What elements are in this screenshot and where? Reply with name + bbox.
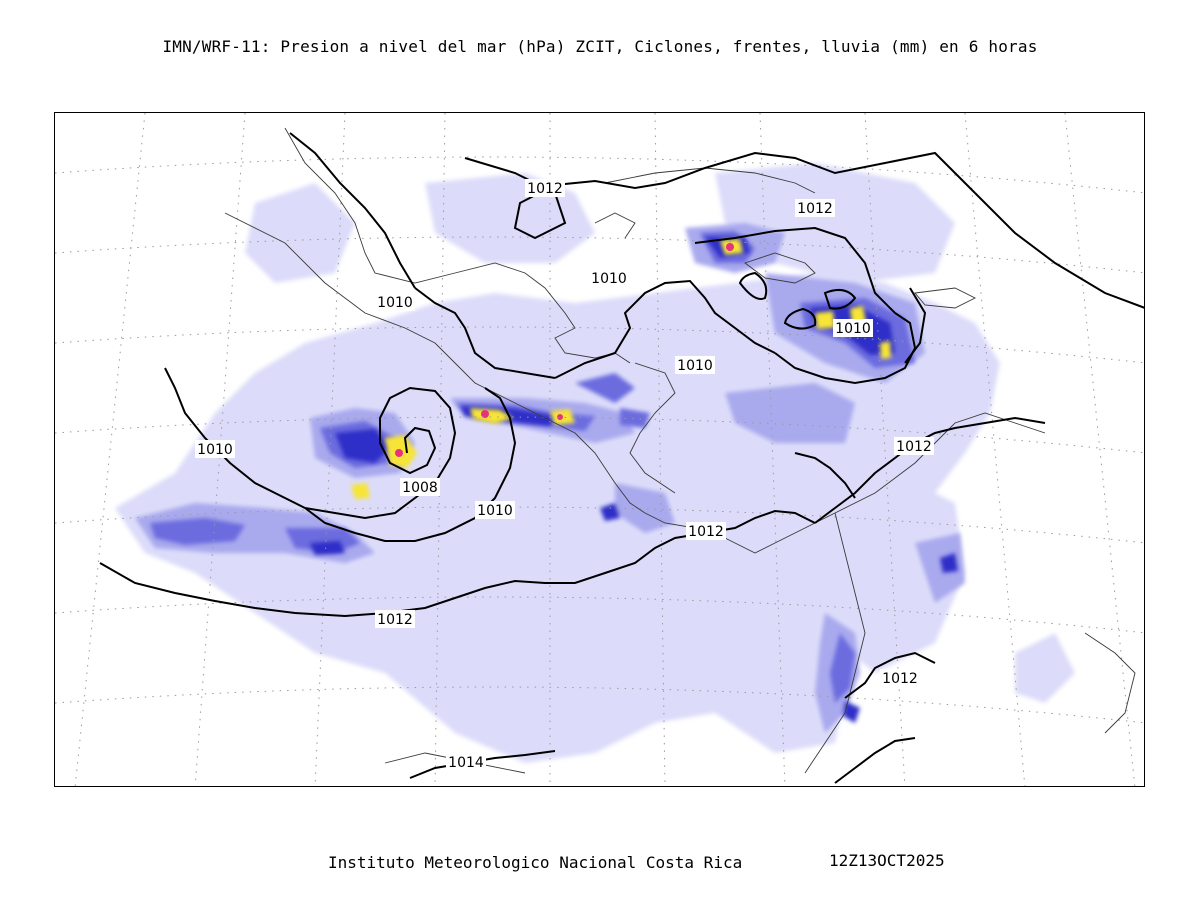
- rain-light-field: [115, 163, 1075, 763]
- isobar-label-1012-southeast: 1012: [882, 671, 918, 687]
- isobar-small-loop: [738, 271, 768, 300]
- map-frame: 1012 1012 1010 1010 1010 1010 1010 1008 …: [54, 112, 1145, 787]
- isobar-1010-east-loop: [694, 226, 917, 385]
- isobar-1008-low: [304, 386, 457, 520]
- forecast-map: 1012 1012 1010 1010 1010 1010 1010 1008 …: [55, 113, 1144, 786]
- timestamp-label: 12Z13OCT2025: [829, 851, 945, 870]
- isobar-label-1010-gulf: 1010: [591, 271, 627, 287]
- isobar-label-1012-south: 1012: [377, 612, 413, 628]
- isobar-label-1012-east: 1012: [896, 439, 932, 455]
- isobar-label-1010-south: 1010: [477, 503, 513, 519]
- isobar-label-1010-west: 1010: [197, 442, 233, 458]
- isobar-label-1008-low: 1008: [402, 480, 438, 496]
- isobar-1012-south: [99, 509, 816, 618]
- isobar-1012-southeast: [844, 651, 936, 699]
- isobar-1010-pacific-north: [414, 287, 556, 379]
- map-title: IMN/WRF-11: Presion a nivel del mar (hPa…: [162, 37, 1038, 56]
- isobar-small-loop-2: [783, 307, 817, 330]
- isobar-label-1010-pacific-north: 1010: [377, 295, 413, 311]
- isobar-label-1012-northeast: 1012: [797, 201, 833, 217]
- isobar-1012-northeast: [974, 192, 1144, 309]
- isobar-1012-gulf-coast: [289, 132, 416, 289]
- isobar-bottom-right: [834, 737, 916, 784]
- isobar-labels: 1012 1012 1010 1010 1010 1010 1010 1008 …: [195, 179, 934, 771]
- isobar-label-1012-panama: 1012: [688, 524, 724, 540]
- institution-label: Instituto Meteorologico Nacional Costa R…: [328, 853, 743, 872]
- isobar-label-1010-east: 1010: [835, 321, 871, 337]
- isobar-1012-north: [464, 151, 976, 240]
- isobar-1010-east-edge: [904, 287, 927, 364]
- isobar-label-1010-caribbean: 1010: [677, 358, 713, 374]
- isobar-label-1012-north: 1012: [527, 181, 563, 197]
- rain-max-field: [395, 243, 734, 457]
- coastlines: [224, 127, 1136, 774]
- isobar-1010-caribbean: [554, 279, 776, 379]
- isobar-1012-panama: [794, 452, 856, 499]
- isobar-label-1014-bottom: 1014: [448, 755, 484, 771]
- isobar-small-loop-3: [823, 288, 857, 310]
